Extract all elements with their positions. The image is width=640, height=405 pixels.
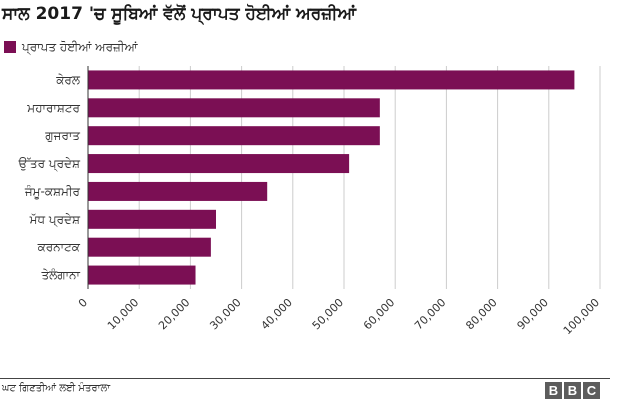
bar [88, 126, 380, 146]
bar [88, 237, 211, 257]
bar [88, 181, 268, 201]
x-tick-label: 60,000 [361, 296, 397, 332]
category-label: ਉੱਤਰ ਪ੍ਰਦੇਸ਼ [18, 157, 81, 172]
category-label: ਕਰਨਾਟਕ [37, 240, 81, 254]
x-tick-label: 20,000 [156, 296, 192, 332]
bbc-logo-letter: C [583, 382, 600, 399]
bbc-logo-letter: B [545, 382, 562, 399]
x-tick-label: 10,000 [105, 296, 141, 332]
x-tick-label: 80,000 [463, 296, 499, 332]
bar-chart: ਕੇਰਲ ਮਹਾਰਾਸ਼ਟਰ ਗੁਜਰਾਤ ਉੱਤਰ ਪ੍ਰਦੇਸ਼ ਜੰਮੂ-ਕਸ਼ਮ… [18, 66, 602, 337]
category-label: ਕੇਰਲ [55, 73, 81, 87]
footer-divider [0, 378, 610, 379]
category-label: ਮੱਧ ਪ੍ਰਦੇਸ਼ [29, 212, 81, 227]
bar [88, 265, 196, 285]
category-label: ਜੰਮੂ-ਕਸ਼ਮੀਰ [24, 184, 81, 199]
x-tick-label: 100,000 [561, 296, 602, 337]
bar [88, 154, 350, 174]
category-label: ਮਹਾਰਾਸ਼ਟਰ [26, 101, 80, 115]
x-tick-label: 0 [76, 296, 90, 310]
x-tick-label: 90,000 [515, 296, 551, 332]
chart-title: ਸਾਲ 2017 'ਚ ਸੂਬਿਆਂ ਵੱਲੋਂ ਪ੍ਰਾਪਤ ਹੋਈਆਂ ਅਰ… [2, 4, 357, 24]
legend-label: ਪ੍ਰਾਪਤ ਹੋਈਆਂ ਅਰਜ਼ੀਆਂ [22, 39, 138, 54]
bbc-logo-letter: B [564, 382, 581, 399]
x-tick-label: 50,000 [310, 296, 346, 332]
bar [88, 70, 575, 90]
legend-swatch [4, 41, 16, 53]
x-tick-label: 70,000 [412, 296, 448, 332]
x-tick-label: 30,000 [207, 296, 243, 332]
legend: ਪ੍ਰਾਪਤ ਹੋਈਆਂ ਅਰਜ਼ੀਆਂ [4, 40, 138, 54]
source-note: ਘਟ ਗਿਣਤੀਆਂ ਲਈ ਮੰਤਰਾਲਾ [2, 383, 111, 394]
x-tick-label: 40,000 [259, 296, 295, 332]
category-label: ਗੁਜਰਾਤ [44, 129, 80, 143]
bar [88, 98, 380, 118]
bbc-logo: B B C [545, 382, 600, 399]
bar [88, 209, 216, 229]
category-label: ਤੇਲੰਗਾਨਾ [40, 268, 80, 282]
